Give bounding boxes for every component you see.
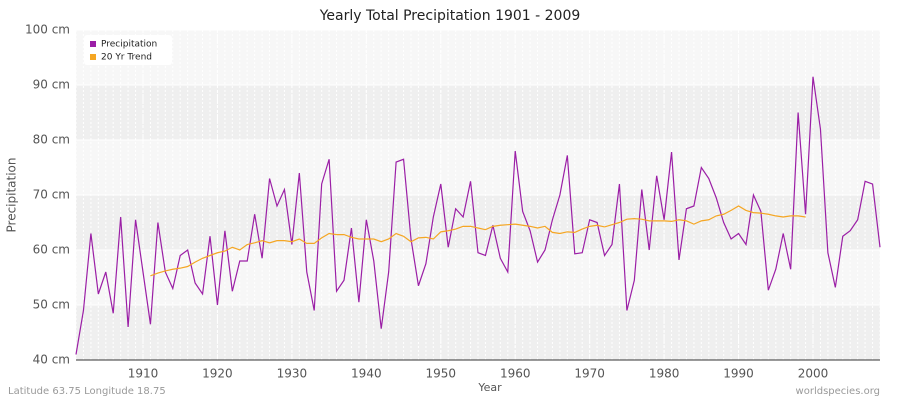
legend-swatch: [90, 41, 96, 47]
x-tick-label: 1990: [723, 367, 754, 381]
series-line: [150, 205, 806, 277]
series-line: [75, 76, 881, 355]
x-tick-label: 1970: [574, 367, 605, 381]
y-tick-label: 60 cm: [33, 243, 70, 257]
x-tick-label: 1940: [351, 367, 382, 381]
y-tick-label: 50 cm: [33, 298, 70, 312]
legend-label: Precipitation: [101, 40, 157, 50]
legend-swatch: [90, 54, 96, 60]
y-tick-label: 80 cm: [33, 133, 70, 147]
legend-label: 20 Yr Trend: [101, 53, 152, 63]
x-tick-label: 1950: [426, 367, 457, 381]
footer-right: worldspecies.org: [796, 386, 880, 397]
footer-left: Latitude 63.75 Longitude 18.75: [8, 386, 166, 397]
y-tick-label: 40 cm: [33, 353, 70, 367]
x-tick-label: 1960: [500, 367, 531, 381]
x-tick-label: 2000: [798, 367, 829, 381]
x-tick-label: 1930: [277, 367, 308, 381]
y-tick-label: 70 cm: [33, 188, 70, 202]
x-tick-label: 1920: [202, 367, 233, 381]
x-tick-label: 1910: [128, 367, 159, 381]
y-tick-label: 100 cm: [25, 23, 70, 37]
y-tick-label: 90 cm: [33, 78, 70, 92]
legend-box: [84, 35, 172, 65]
y-axis-label: Precipitation: [5, 157, 19, 232]
legend: Precipitation 20 Yr Trend: [84, 35, 172, 65]
chart-title: Yearly Total Precipitation 1901 - 2009: [319, 8, 581, 24]
x-tick-label: 1980: [649, 367, 680, 381]
x-axis-label: Year: [477, 381, 502, 394]
